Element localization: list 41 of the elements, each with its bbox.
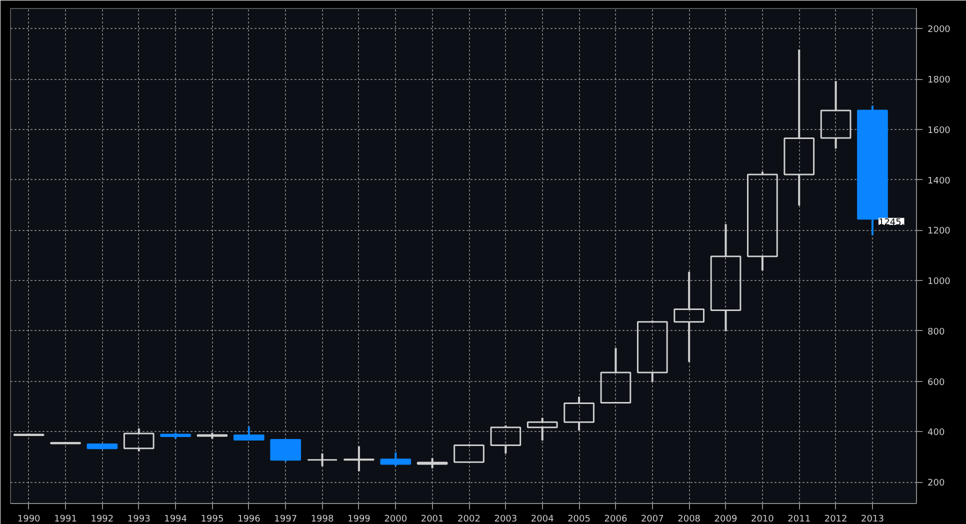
x-tick-label: 2007 <box>640 514 664 524</box>
x-tick-label: 2000 <box>384 514 408 524</box>
x-tick-label: 2005 <box>568 514 590 524</box>
candlestick <box>820 80 852 150</box>
x-tick-label: 1991 <box>54 514 77 524</box>
y-tick-label: 1400 <box>928 176 951 186</box>
x-tick-label: 2008 <box>678 514 701 524</box>
x-tick-label: 1999 <box>348 514 371 524</box>
x-tick-label: 1994 <box>164 514 188 524</box>
x-tick-label: 1993 <box>127 514 150 524</box>
x-tick-label: 2004 <box>530 514 554 524</box>
y-tick-label: 600 <box>928 378 945 388</box>
candlestick <box>710 223 742 332</box>
candlestick <box>344 445 374 472</box>
x-tick-label: 1992 <box>90 514 114 524</box>
x-tick-label: 2011 <box>788 514 811 524</box>
x-tick-label: 2010 <box>750 514 774 524</box>
candlestick <box>564 396 594 432</box>
x-tick-label: 2006 <box>604 514 628 524</box>
candlestick <box>784 48 815 206</box>
x-tick-label: 2012 <box>824 514 848 524</box>
x-tick-label: 2003 <box>494 514 518 524</box>
x-tick-label: 1996 <box>237 514 261 524</box>
x-tick-label: 1997 <box>274 514 298 524</box>
y-tick-label: 200 <box>928 478 945 489</box>
x-tick-label: 1998 <box>310 514 334 524</box>
y-tick-label: 2000 <box>928 25 951 36</box>
x-tick-label: 1995 <box>200 514 224 524</box>
candlestick <box>747 170 778 272</box>
y-tick-label: 1800 <box>928 76 951 86</box>
x-tick-label: 2001 <box>420 514 444 524</box>
x-tick-label: 2002 <box>458 514 480 524</box>
y-tick-label: 1000 <box>928 277 951 288</box>
candlestick <box>674 270 705 363</box>
y-tick-label: 1200 <box>928 226 951 237</box>
x-tick-label: 1990 <box>17 514 41 524</box>
x-tick-label: 2009 <box>714 514 738 524</box>
x-tick-label: 2013 <box>861 514 884 524</box>
y-tick-label: 1600 <box>928 126 951 136</box>
y-tick-label: 800 <box>928 327 945 338</box>
y-tick-label: 400 <box>928 428 945 438</box>
